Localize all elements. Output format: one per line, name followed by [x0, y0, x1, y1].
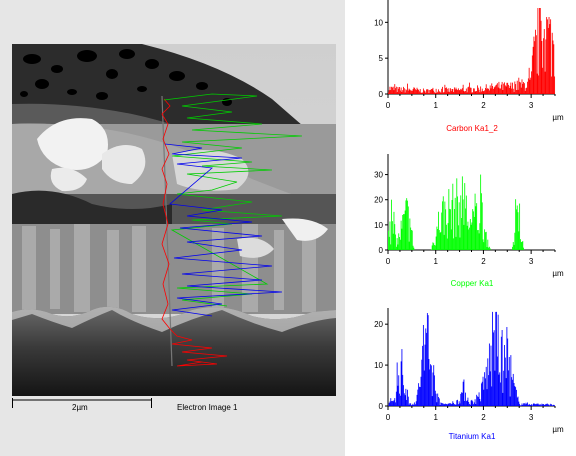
- x-tick-label: 3: [529, 101, 534, 110]
- profile-bars: [387, 311, 556, 406]
- x-tick-label: 0: [386, 257, 391, 266]
- scale-bar-label: 2µm: [72, 403, 88, 412]
- x-tick-label: 0: [386, 413, 391, 422]
- eds-profile-panel: 0 5 10 0 1 2 3 µm Carbon Ka1_2 0 10 20 30 0 1 2 3 µm Copp…: [345, 0, 576, 456]
- x-tick-label: 2: [481, 257, 486, 266]
- axes: 0 10 20 30 0 1 2 3 µm: [374, 154, 564, 278]
- electron-image-panel: 2µm Electron Image 1: [12, 44, 336, 412]
- titanium-profile-chart: 0 10 20 0 1 2 3 µm Titanium Ka1: [374, 308, 564, 441]
- element-label: Copper Ka1: [451, 279, 494, 288]
- x-tick-label: 3: [529, 413, 534, 422]
- x-tick-label: 2: [481, 101, 486, 110]
- profile-bars: [387, 174, 525, 250]
- carbon-profile-chart: 0 5 10 0 1 2 3 µm Carbon Ka1_2: [374, 0, 564, 133]
- y-tick-label: 0: [379, 90, 384, 99]
- y-tick-label: 0: [379, 402, 384, 411]
- y-tick-label: 30: [374, 171, 383, 180]
- axes: 0 10 20 0 1 2 3 µm: [374, 308, 564, 434]
- y-tick-label: 10: [374, 221, 383, 230]
- x-axis-unit: µm: [552, 113, 564, 122]
- y-tick-label: 10: [374, 18, 383, 27]
- y-tick-label: 0: [379, 246, 384, 255]
- x-tick-label: 0: [386, 101, 391, 110]
- y-tick-label: 10: [374, 361, 383, 370]
- line-scan-overlay: [161, 93, 303, 367]
- element-label: Carbon Ka1_2: [446, 124, 498, 133]
- x-tick-label: 1: [433, 257, 438, 266]
- x-axis-unit: µm: [552, 269, 564, 278]
- scale-bar: [12, 398, 152, 408]
- element-label: Titanium Ka1: [449, 432, 496, 441]
- x-tick-label: 1: [433, 413, 438, 422]
- y-tick-label: 20: [374, 320, 383, 329]
- x-tick-label: 3: [529, 257, 534, 266]
- profile-bars: [387, 8, 556, 94]
- y-tick-label: 5: [379, 54, 384, 63]
- image-caption: Electron Image 1: [177, 403, 238, 412]
- electron-micrograph: [12, 44, 336, 396]
- pores: [20, 49, 232, 106]
- x-tick-label: 2: [481, 413, 486, 422]
- x-axis-unit: µm: [552, 425, 564, 434]
- copper-profile-chart: 0 10 20 30 0 1 2 3 µm Copper Ka1: [374, 154, 564, 288]
- y-tick-label: 20: [374, 196, 383, 205]
- x-tick-label: 1: [433, 101, 438, 110]
